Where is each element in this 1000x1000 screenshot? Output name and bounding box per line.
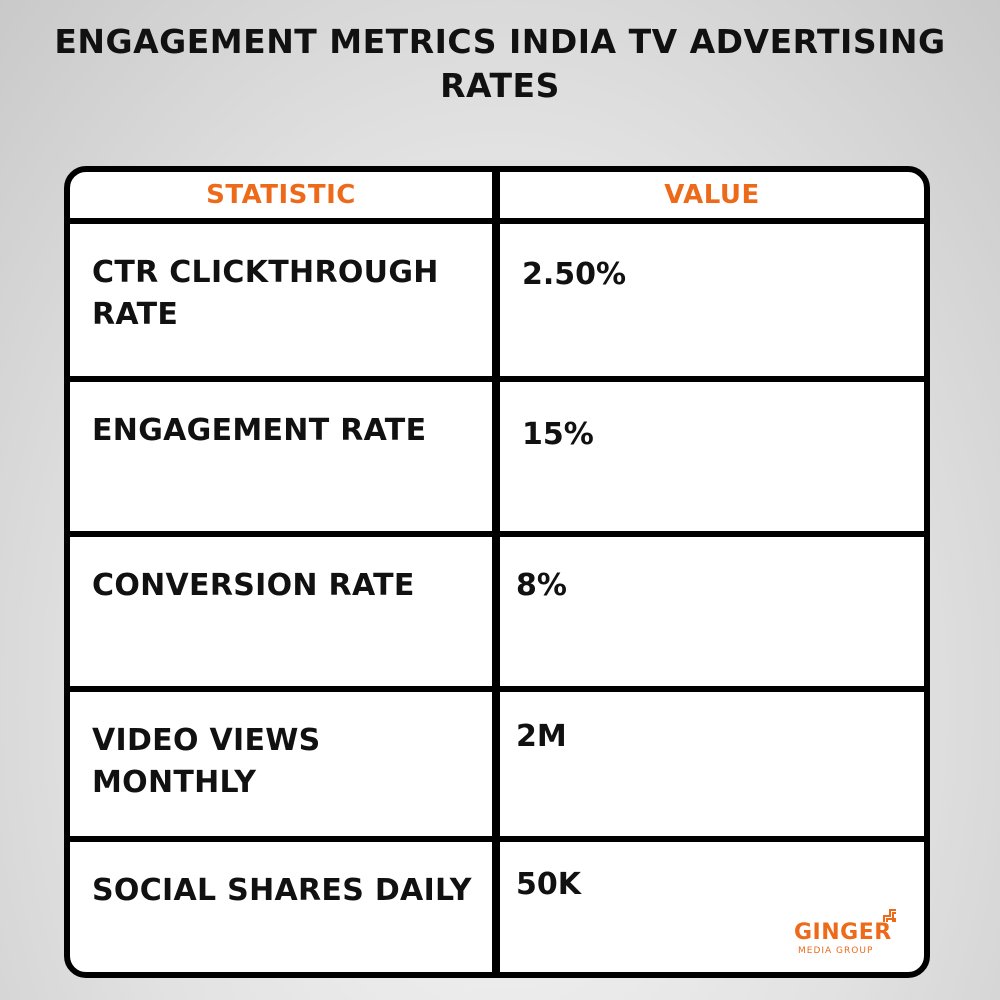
ginger-logo: GINGER MEDIA GROUP [794,906,904,966]
statistic-label: CTR CLICKTHROUGH RATE [92,255,439,332]
value-cell: 8% [500,537,924,686]
metrics-table: STATISTIC VALUE CTR CLICKTHROUGH RATE 2.… [64,166,930,978]
statistic-label: ENGAGEMENT RATE [92,413,427,448]
ginger-logo-mark-icon [883,909,896,922]
value-label: 8% [516,568,567,603]
table-row: ENGAGEMENT RATE 15% [70,382,924,537]
value-cell: 2M [500,692,924,836]
statistic-cell: CONVERSION RATE [70,537,500,686]
header-statistic: STATISTIC [70,172,500,218]
statistic-cell: CTR CLICKTHROUGH RATE [70,224,500,376]
value-label: 15% [522,417,594,452]
value-label: 2.50% [522,257,627,292]
statistic-label: VIDEO VIEWS MONTHLY [92,723,321,800]
value-cell: 15% [500,382,924,531]
logo-wordmark: GINGER [794,920,892,945]
value-cell: 2.50% [500,224,924,376]
value-label: 50K [516,867,581,902]
statistic-cell: SOCIAL SHARES DAILY [70,842,500,972]
value-label: 2M [516,719,567,754]
table-row: SOCIAL SHARES DAILY 50K GINGER MEDIA GRO… [70,842,924,972]
table-header-row: STATISTIC VALUE [70,172,924,224]
statistic-cell: ENGAGEMENT RATE [70,382,500,531]
page-title: ENGAGEMENT METRICS INDIA TV ADVERTISING … [54,22,946,105]
statistic-label: SOCIAL SHARES DAILY [92,873,472,908]
statistic-cell: VIDEO VIEWS MONTHLY [70,692,500,836]
logo-subtitle: MEDIA GROUP [798,946,874,956]
value-cell: 50K GINGER MEDIA GROUP [500,842,924,972]
statistic-label: CONVERSION RATE [92,568,415,603]
table-row: VIDEO VIEWS MONTHLY 2M [70,692,924,842]
header-value: VALUE [664,180,760,210]
table-row: CONVERSION RATE 8% [70,537,924,692]
table-row: CTR CLICKTHROUGH RATE 2.50% [70,224,924,382]
